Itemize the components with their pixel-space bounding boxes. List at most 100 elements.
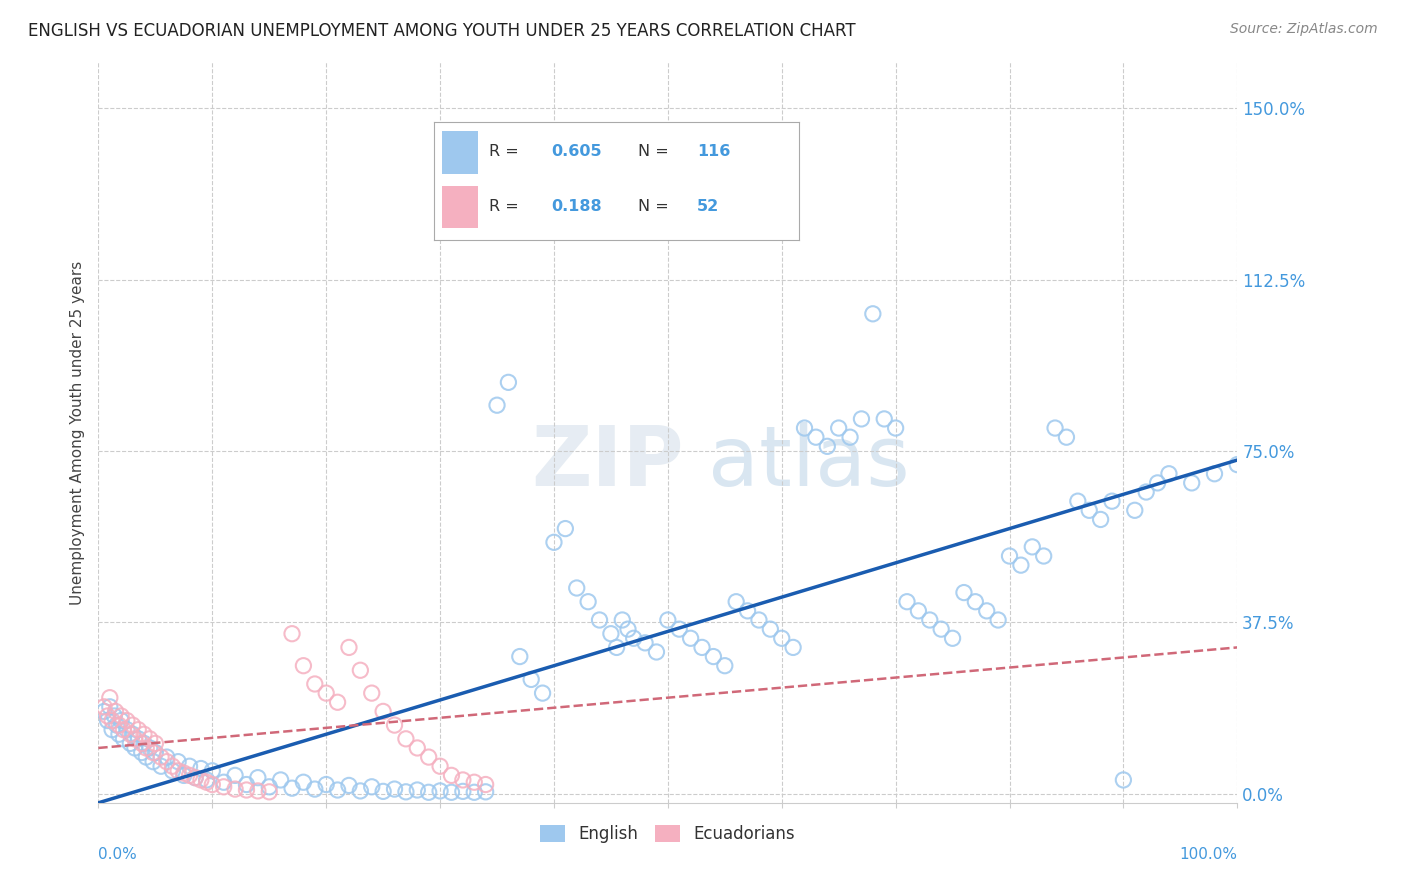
Point bbox=[235, 783, 257, 797]
Point bbox=[98, 699, 121, 714]
Point bbox=[623, 632, 645, 646]
Point bbox=[110, 714, 132, 728]
Point bbox=[1043, 421, 1066, 435]
Point bbox=[714, 658, 737, 673]
Point bbox=[929, 622, 952, 636]
Point bbox=[1101, 494, 1123, 508]
Point bbox=[93, 705, 115, 719]
Point bbox=[110, 709, 132, 723]
Text: atlas: atlas bbox=[707, 422, 910, 503]
Point bbox=[851, 412, 873, 426]
Point bbox=[360, 780, 382, 794]
Point bbox=[195, 772, 218, 787]
Point bbox=[212, 775, 235, 789]
Point bbox=[815, 439, 838, 453]
Point bbox=[315, 778, 337, 792]
Point bbox=[793, 421, 815, 435]
Point bbox=[120, 736, 142, 750]
Point bbox=[1010, 558, 1032, 573]
Point bbox=[195, 775, 218, 789]
Point bbox=[108, 718, 131, 732]
Point bbox=[451, 772, 474, 787]
Point bbox=[702, 649, 724, 664]
Point bbox=[190, 772, 212, 787]
Point bbox=[463, 775, 485, 789]
Point bbox=[224, 782, 246, 797]
Point bbox=[179, 759, 201, 773]
Point bbox=[135, 750, 157, 764]
Point bbox=[1054, 430, 1078, 444]
Point bbox=[281, 626, 304, 640]
Point bbox=[104, 705, 127, 719]
Point bbox=[679, 632, 702, 646]
Point bbox=[120, 727, 142, 741]
Point bbox=[127, 723, 149, 737]
Point bbox=[349, 784, 371, 798]
Point bbox=[101, 714, 124, 728]
Legend: English, Ecuadorians: English, Ecuadorians bbox=[534, 819, 801, 850]
Point bbox=[1157, 467, 1180, 481]
Point bbox=[406, 783, 429, 797]
Point bbox=[1112, 772, 1135, 787]
Point bbox=[737, 604, 759, 618]
Point bbox=[657, 613, 679, 627]
Point bbox=[429, 784, 451, 798]
Point bbox=[281, 781, 304, 796]
Point bbox=[953, 585, 976, 599]
Point bbox=[828, 421, 851, 435]
Point bbox=[486, 398, 509, 412]
Point bbox=[349, 663, 371, 677]
Point bbox=[135, 741, 157, 756]
Point bbox=[918, 613, 941, 627]
Point bbox=[246, 784, 269, 798]
Point bbox=[173, 768, 195, 782]
Point bbox=[138, 741, 160, 756]
Point bbox=[406, 741, 429, 756]
Point bbox=[337, 640, 360, 655]
Point bbox=[896, 595, 918, 609]
Point bbox=[150, 750, 173, 764]
Text: Source: ZipAtlas.com: Source: ZipAtlas.com bbox=[1230, 22, 1378, 37]
Point bbox=[112, 723, 135, 737]
Point bbox=[725, 595, 748, 609]
Point bbox=[1078, 503, 1101, 517]
Point bbox=[543, 535, 565, 549]
Point bbox=[121, 718, 143, 732]
Point bbox=[150, 759, 173, 773]
Point bbox=[612, 613, 634, 627]
Point bbox=[804, 430, 827, 444]
Point bbox=[1090, 512, 1112, 526]
Point bbox=[509, 649, 531, 664]
Point bbox=[115, 714, 138, 728]
Point bbox=[184, 771, 207, 785]
Y-axis label: Unemployment Among Youth under 25 years: Unemployment Among Youth under 25 years bbox=[69, 260, 84, 605]
Point bbox=[395, 785, 418, 799]
Point bbox=[976, 604, 998, 618]
Point bbox=[384, 782, 406, 797]
Point bbox=[531, 686, 554, 700]
Point bbox=[132, 736, 155, 750]
Point bbox=[96, 709, 118, 723]
Point bbox=[179, 768, 201, 782]
Point bbox=[124, 731, 146, 746]
Point bbox=[942, 632, 965, 646]
Point bbox=[201, 778, 224, 792]
Point bbox=[162, 759, 184, 773]
Point bbox=[98, 690, 121, 705]
Point bbox=[315, 686, 337, 700]
Point bbox=[839, 430, 862, 444]
Point bbox=[1021, 540, 1043, 554]
Point bbox=[93, 699, 115, 714]
Point bbox=[259, 785, 281, 799]
Point bbox=[101, 723, 124, 737]
Point bbox=[190, 762, 212, 776]
Point bbox=[884, 421, 907, 435]
Point bbox=[121, 727, 143, 741]
Text: 100.0%: 100.0% bbox=[1180, 847, 1237, 863]
Point bbox=[965, 595, 987, 609]
Point bbox=[235, 778, 257, 792]
Point bbox=[224, 768, 246, 782]
Point bbox=[167, 764, 190, 778]
Point bbox=[873, 412, 896, 426]
Point bbox=[520, 673, 543, 687]
